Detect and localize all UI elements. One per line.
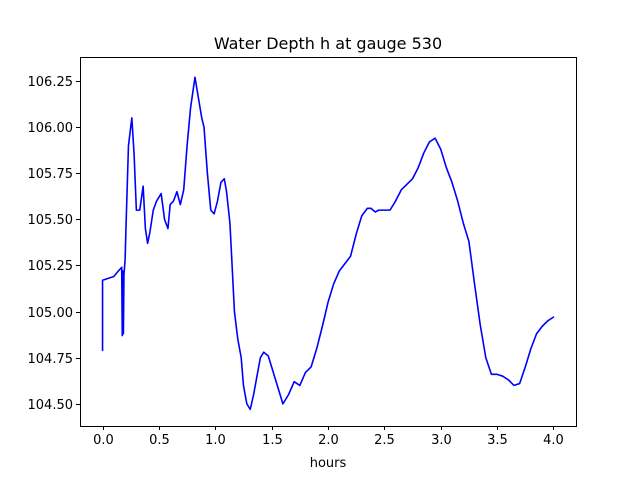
y-tick-label: 105.75 [28, 167, 74, 182]
x-axis-label: hours [310, 456, 347, 471]
x-tick-label: 1.5 [262, 433, 283, 448]
y-tick-label: 104.50 [28, 398, 74, 413]
x-axis-ticks: 0.0 0.5 1.0 1.5 2.0 2.5 3.0 3.5 4.0 [93, 426, 564, 448]
x-tick-label: 3.0 [431, 433, 452, 448]
y-tick-label: 106.25 [28, 75, 74, 90]
series-layer [101, 76, 555, 411]
y-tick-label: 105.50 [28, 213, 74, 228]
y-axis-ticks: 104.50 104.75 105.00 105.25 105.50 105.75 106.… [28, 75, 81, 413]
x-tick-label: 2.0 [318, 433, 339, 448]
x-tick-label: 0.5 [149, 433, 170, 448]
chart-title: Water Depth h at gauge 530 [214, 34, 442, 53]
y-tick-label: 104.75 [28, 352, 74, 367]
x-tick-label: 4.0 [543, 433, 564, 448]
series-line [101, 76, 555, 411]
y-tick-label: 105.00 [28, 306, 74, 321]
y-tick-label: 105.25 [28, 259, 74, 274]
x-tick-label: 3.5 [487, 433, 508, 448]
x-tick-label: 2.5 [374, 433, 395, 448]
x-tick-label: 1.0 [205, 433, 226, 448]
y-tick-label: 106.00 [28, 121, 74, 136]
x-tick-label: 0.0 [93, 433, 114, 448]
